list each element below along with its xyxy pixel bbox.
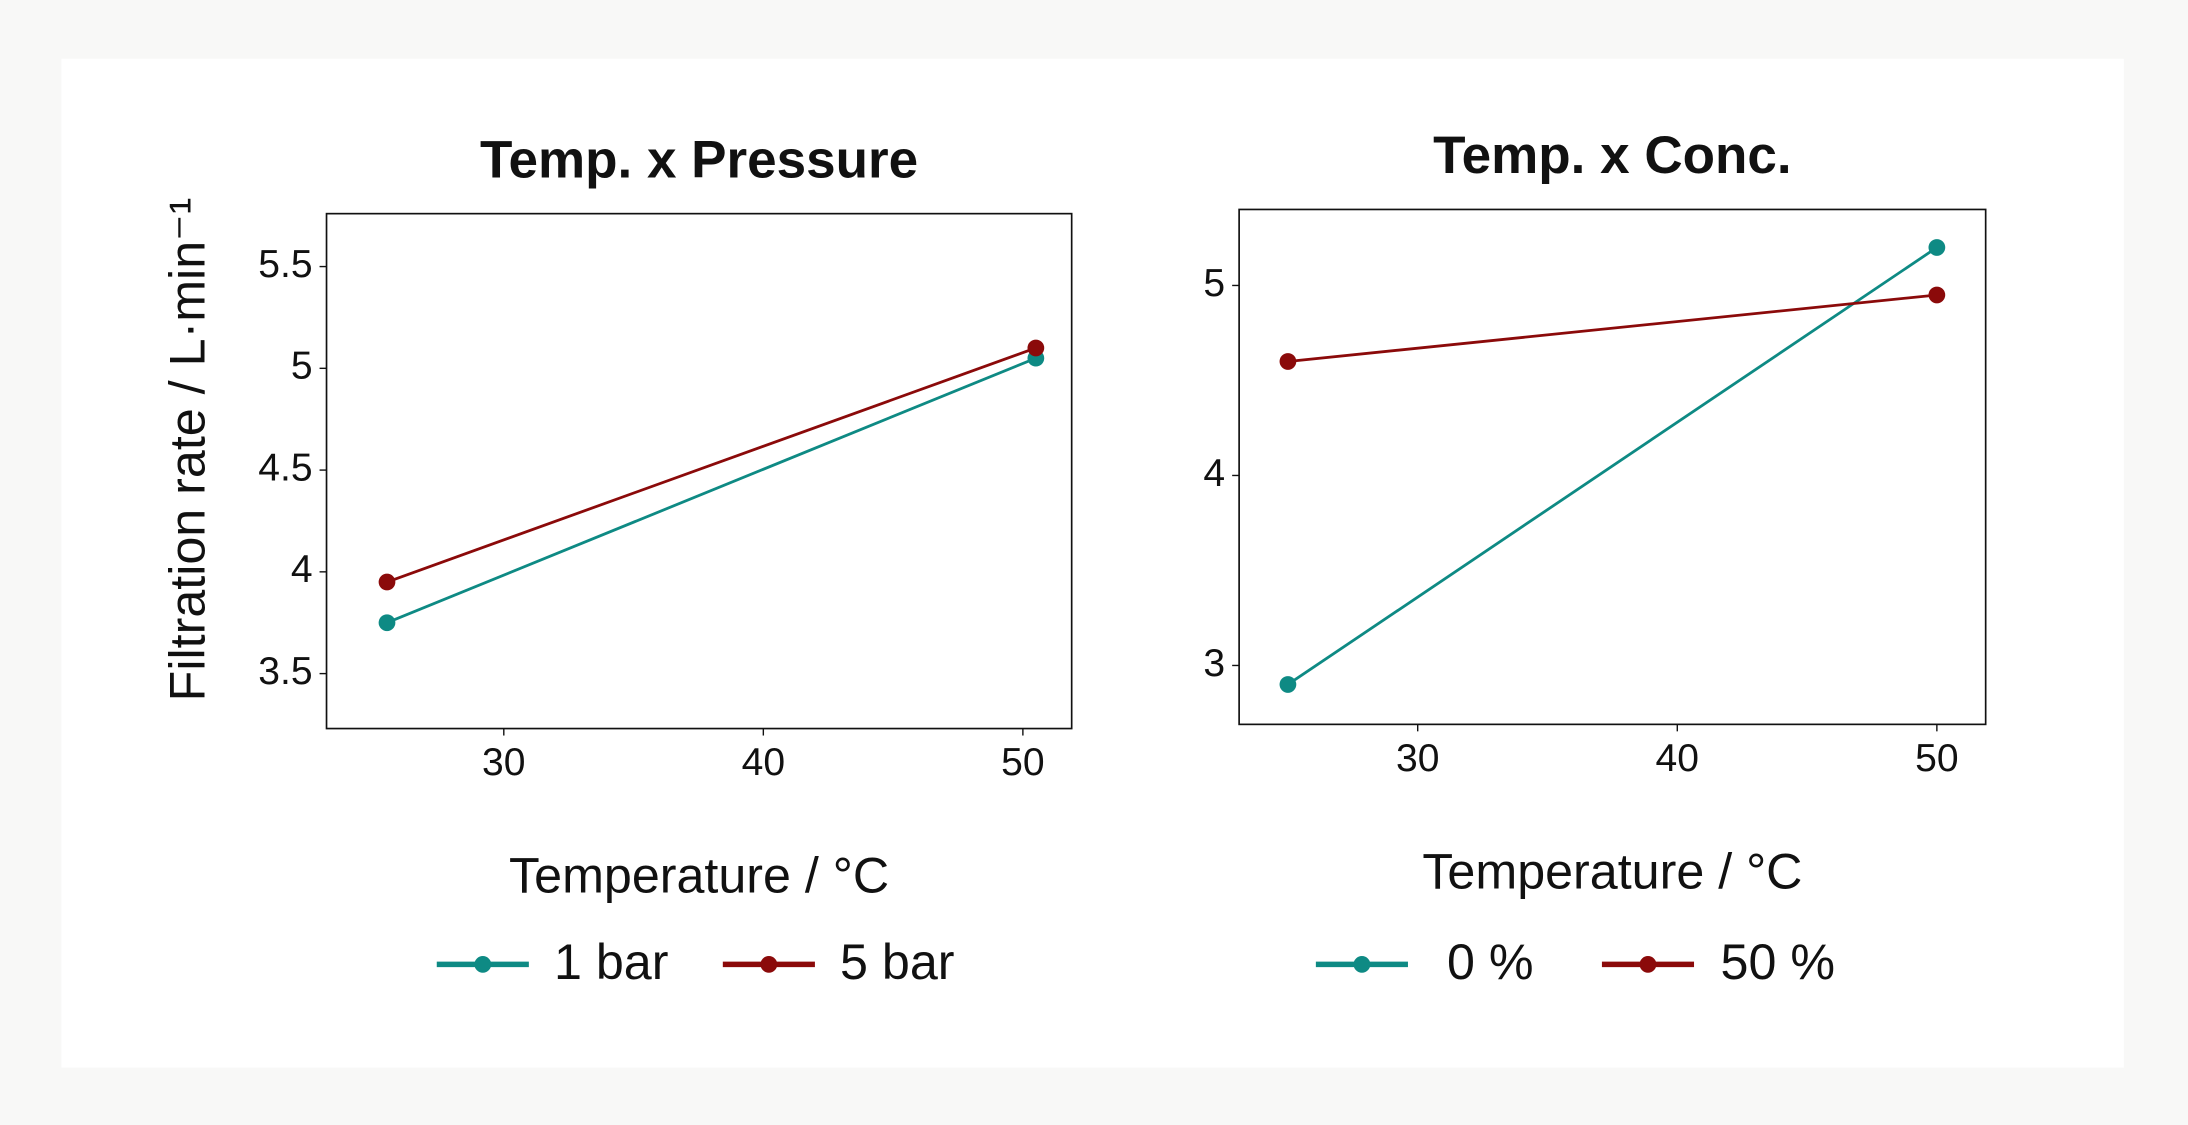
series-line [1287, 293, 1938, 363]
legend-marker [474, 956, 492, 973]
y-tick-label: 5 [1203, 262, 1225, 305]
x-tick-label: 30 [1396, 737, 1439, 780]
plot-frame [325, 212, 1073, 730]
x-axis-label: Temperature / °C [509, 848, 889, 904]
x-tick-label: 40 [742, 741, 785, 784]
legend-label: 5 bar [840, 934, 954, 990]
series-line [386, 346, 1037, 584]
y-tick-label: 4 [1203, 452, 1225, 495]
data-point [378, 573, 396, 591]
legend-label: 1 bar [554, 934, 668, 990]
y-tick-label: 4 [291, 548, 313, 591]
x-tick-label: 50 [1001, 741, 1044, 784]
x-tick-label: 30 [482, 741, 525, 784]
data-point [1279, 676, 1297, 693]
x-tick-label: 40 [1656, 737, 1699, 780]
y-tick-label: 4.5 [258, 446, 312, 489]
series-line [386, 356, 1037, 625]
data-point [1279, 353, 1297, 370]
y-tick-label: 5 [291, 345, 313, 388]
data-point [1928, 239, 1946, 256]
data-point [378, 614, 396, 632]
x-tick-label: 50 [1915, 737, 1958, 780]
x-axis-label: Temperature / °C [1422, 843, 1802, 899]
legend-marker [1639, 956, 1657, 973]
legend-label: 0 % [1447, 934, 1534, 990]
legend-label: 50 % [1721, 934, 1835, 990]
legend-marker [1353, 956, 1371, 973]
y-tick-label: 5.5 [258, 243, 312, 286]
data-point [1928, 286, 1946, 304]
data-point [1027, 339, 1045, 357]
plot-frame [1238, 208, 1987, 726]
y-tick-label: 3.5 [258, 650, 312, 693]
chart-title: Temp. x Pressure [480, 130, 918, 189]
chart-title: Temp. x Conc. [1433, 126, 1791, 185]
y-tick-label: 3 [1203, 642, 1225, 685]
series-line [1287, 246, 1938, 686]
legend-marker [760, 956, 778, 973]
y-axis-label: Filtration rate / L·min⁻¹ [159, 198, 215, 702]
panel [61, 58, 2124, 1068]
